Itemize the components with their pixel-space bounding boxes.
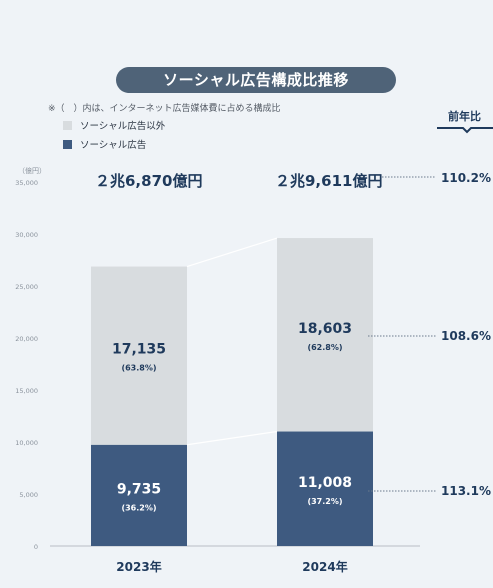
x-tick-label-2023年: 2023年 <box>116 559 161 574</box>
total-2023: ２兆6,870億円 <box>95 172 203 190</box>
yoy-header-underline <box>437 127 493 134</box>
data-share-other-2023年: (63.8%) <box>121 364 156 373</box>
unit-label: （億円） <box>18 167 46 175</box>
bar-other-2023年 <box>91 266 187 445</box>
x-tick-label-2024年: 2024年 <box>302 559 347 574</box>
y-tick-label: 15,000 <box>15 387 38 395</box>
data-share-social-2024年: (37.2%) <box>307 497 342 506</box>
legend-swatch-other <box>63 120 72 130</box>
legend-item-social: ソーシャル広告 <box>63 137 146 151</box>
bar-other-2024年 <box>277 238 373 432</box>
yoy-social: 113.1% <box>441 484 491 498</box>
yoy-total: 110.2% <box>441 171 491 185</box>
y-tick-label: 0 <box>34 543 38 551</box>
y-tick-label: 30,000 <box>15 231 38 239</box>
total-2024: ２兆9,611億円 <box>275 172 383 190</box>
data-label-social-2024年: 11,008 <box>298 475 352 491</box>
data-share-other-2024年: (62.8%) <box>307 343 342 352</box>
legend-item-other: ソーシャル広告以外 <box>63 118 165 132</box>
yoy-header: 前年比 <box>448 110 481 123</box>
data-label-social-2023年: 9,735 <box>117 481 161 497</box>
connector-line-mid <box>186 430 278 446</box>
legend-label-other: ソーシャル広告以外 <box>80 121 166 132</box>
data-share-social-2023年: (36.2%) <box>121 503 156 512</box>
chart-title: ソーシャル広告構成比推移 <box>116 67 396 93</box>
yoy-other: 108.6% <box>441 329 491 343</box>
y-tick-label: 20,000 <box>15 335 38 343</box>
y-tick-label: 5,000 <box>19 491 38 499</box>
legend-swatch-social <box>63 139 72 149</box>
bar-social-2023年 <box>91 444 187 546</box>
legend-label-social: ソーシャル広告 <box>80 140 147 151</box>
y-tick-label: 25,000 <box>15 283 38 291</box>
data-label-other-2024年: 18,603 <box>298 321 352 337</box>
y-tick-label: 10,000 <box>15 439 38 447</box>
connector-line-top <box>186 237 278 268</box>
bar-social-2024年 <box>277 431 373 546</box>
data-label-other-2023年: 17,135 <box>112 342 166 358</box>
y-tick-label: 35,000 <box>15 179 38 187</box>
note-text: ※（ ）内は、インターネット広告媒体費に占める構成比 <box>48 104 281 114</box>
